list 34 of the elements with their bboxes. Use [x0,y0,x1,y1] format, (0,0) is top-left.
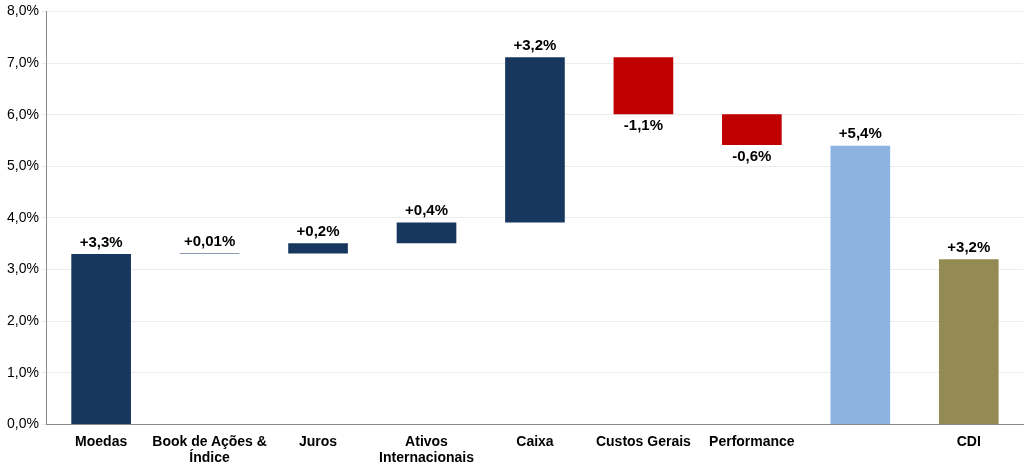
y-tick-label: 4,0% [6,208,39,225]
x-tick-label: Ativos Internacionais [379,432,475,466]
x-tick-label: Caixa [516,432,554,449]
x-tick-label: Performance [709,432,795,449]
bar [722,114,782,146]
data-label: +3,2% [513,35,557,53]
bar [288,243,348,254]
y-tick-label: 1,0% [6,363,39,380]
bar [396,222,457,244]
data-label: +0,01% [183,232,236,250]
data-label: +5,4% [838,124,882,142]
x-tick-label: Juros [298,432,338,449]
bar [938,259,999,424]
y-tick-label: 5,0% [6,157,39,174]
data-label: -0,6% [732,146,772,164]
data-label: +0,2% [296,221,340,239]
x-tick-label: CDI [956,432,981,449]
data-label: +0,4% [405,201,448,219]
bar [613,57,674,115]
y-tick-label: 7,0% [6,53,39,70]
data-label: -1,1% [623,115,663,133]
bar [71,254,131,424]
y-tick-label: 2,0% [6,312,39,329]
y-tick-label: 0,0% [6,415,39,432]
data-label: +3,2% [947,237,991,255]
x-tick-label: Book de Ações & Índice [152,432,267,466]
y-tick-label: 8,0% [6,2,39,19]
y-tick-label: 6,0% [6,105,39,122]
data-label: +3,3% [79,232,123,250]
bar [830,145,891,424]
y-tick-label: 3,0% [6,260,39,277]
bar [505,57,565,223]
x-tick-label: Custos Gerais [595,432,692,449]
x-tick-label: Moedas [75,432,128,449]
